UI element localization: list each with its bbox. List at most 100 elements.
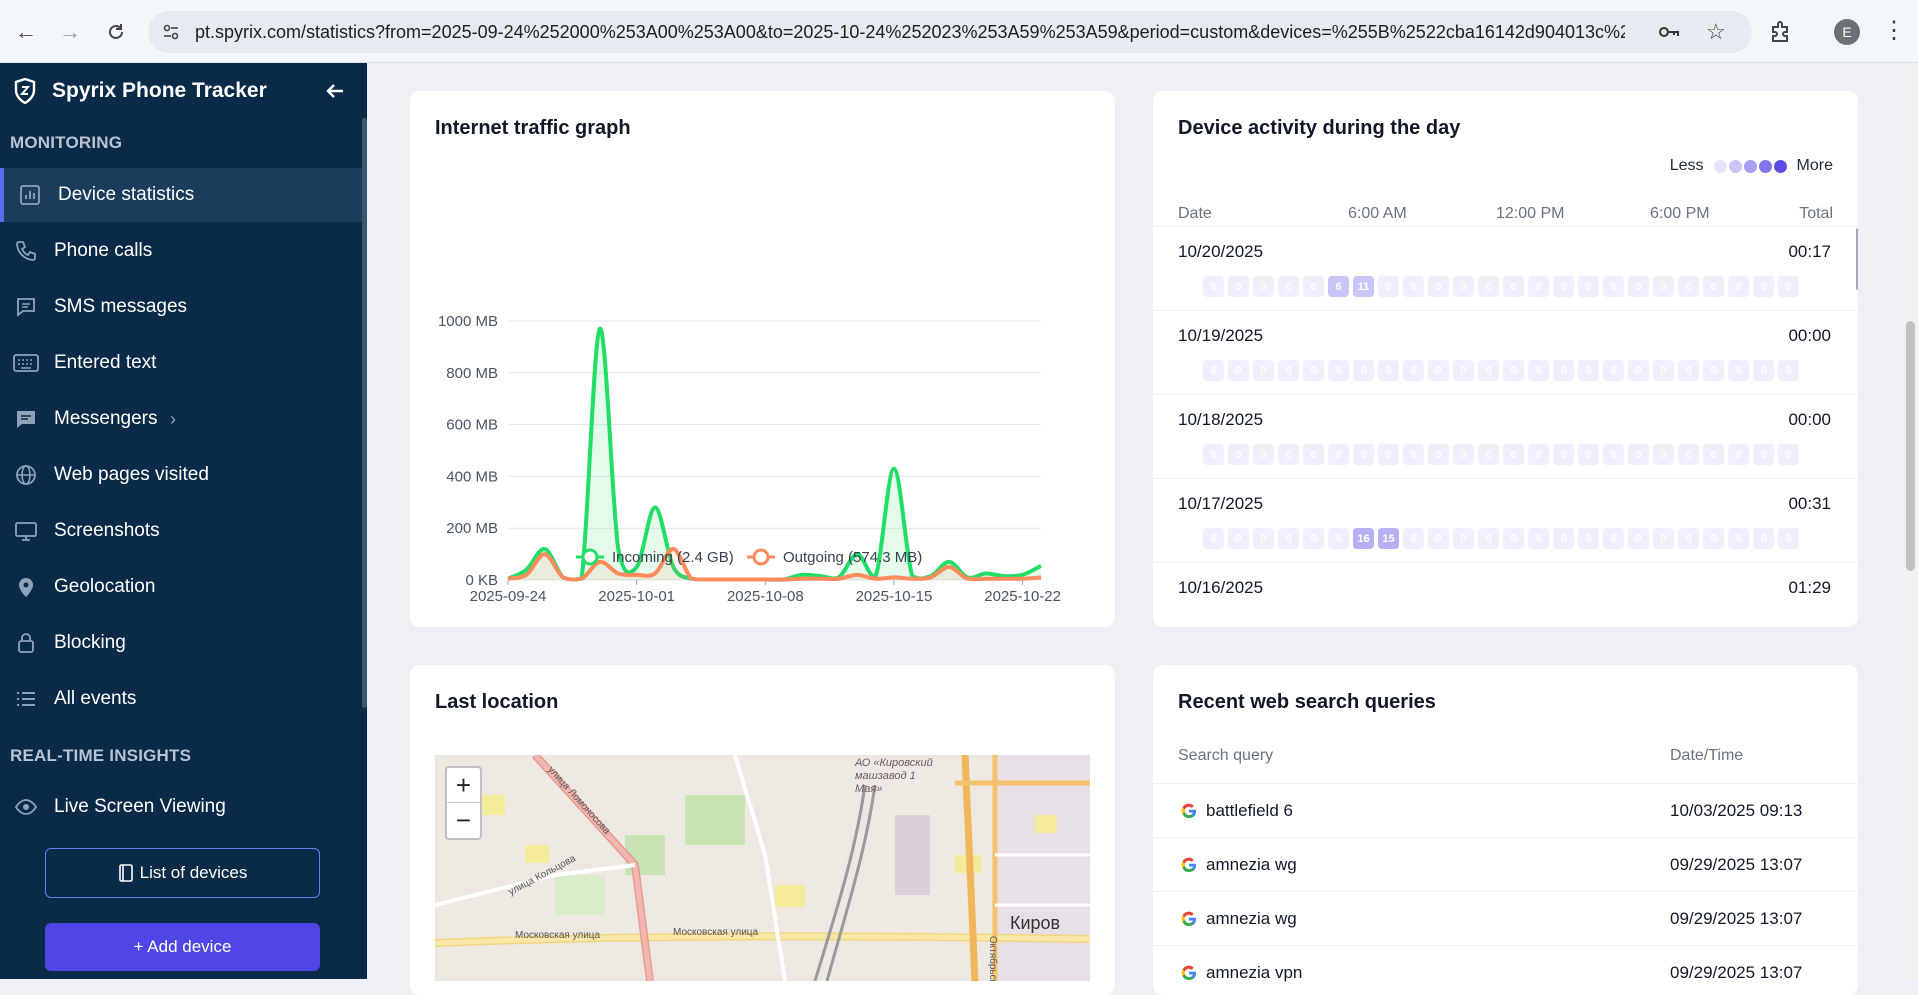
activity-cell[interactable]: 0 [1653,276,1674,297]
activity-cell[interactable]: 0 [1728,528,1749,549]
sidebar-item-live-screen[interactable]: Live Screen Viewing [0,780,364,834]
activity-cell[interactable]: 0 [1528,444,1549,465]
brand[interactable]: Spyrix Phone Tracker [14,76,267,106]
site-info-icon[interactable] [162,23,180,41]
activity-cell[interactable]: 0 [1778,444,1799,465]
activity-cell[interactable]: 0 [1678,360,1699,381]
activity-cell[interactable]: 0 [1453,276,1474,297]
sidebar-item-entered-text[interactable]: Entered text [0,336,364,390]
activity-cell[interactable]: 0 [1778,528,1799,549]
map[interactable]: улица Ломоносова АО «Кировский машзавод … [435,755,1090,981]
activity-cell[interactable]: 0 [1728,444,1749,465]
activity-cell[interactable]: 0 [1753,528,1774,549]
browser-menu-icon[interactable]: ⋮ [1882,17,1906,44]
activity-cell[interactable]: 0 [1553,528,1574,549]
zoom-in-button[interactable]: + [447,768,480,803]
activity-cell[interactable]: 0 [1728,360,1749,381]
sidebar-item-phone-calls[interactable]: Phone calls [0,224,364,278]
activity-cell[interactable]: 0 [1403,528,1424,549]
activity-cell[interactable]: 15 [1378,528,1399,549]
activity-cell[interactable]: 0 [1553,360,1574,381]
sidebar-item-blocking[interactable]: Blocking [0,616,364,670]
page-scroll-thumb[interactable] [1906,321,1915,571]
activity-cell[interactable]: 0 [1403,276,1424,297]
activity-cell[interactable]: 0 [1703,276,1724,297]
activity-cell[interactable]: 0 [1353,360,1374,381]
activity-cell[interactable]: 0 [1653,444,1674,465]
activity-cell[interactable]: 0 [1253,528,1274,549]
activity-cell[interactable]: 0 [1703,528,1724,549]
address-bar[interactable]: pt.spyrix.com/statistics?from=2025-09-24… [148,11,1752,53]
sidebar-item-sms-messages[interactable]: SMS messages [0,280,364,334]
activity-cell[interactable]: 0 [1253,360,1274,381]
sidebar-item-all-events[interactable]: All events [0,672,364,726]
sidebar-item-screenshots[interactable]: Screenshots [0,504,364,558]
activity-cell[interactable]: 0 [1503,444,1524,465]
activity-cell[interactable]: 0 [1303,444,1324,465]
url-text[interactable]: pt.spyrix.com/statistics?from=2025-09-24… [195,22,1625,42]
activity-cell[interactable]: 0 [1428,444,1449,465]
activity-cell[interactable]: 0 [1278,528,1299,549]
sidebar-item-device-statistics[interactable]: Device statistics [0,168,364,222]
profile-avatar[interactable]: E [1834,19,1860,45]
activity-cell[interactable]: 0 [1753,360,1774,381]
activity-cell[interactable]: 0 [1628,444,1649,465]
activity-cell[interactable]: 6 [1328,276,1349,297]
activity-cell[interactable]: 0 [1478,444,1499,465]
activity-cell[interactable]: 0 [1528,528,1549,549]
activity-cell[interactable]: 0 [1578,528,1599,549]
activity-cell[interactable]: 0 [1603,528,1624,549]
activity-cell[interactable]: 0 [1678,276,1699,297]
add-device-button[interactable]: + Add device [45,923,320,971]
activity-cell[interactable]: 0 [1253,444,1274,465]
password-key-icon[interactable] [1658,22,1680,42]
activity-cell[interactable]: 0 [1328,444,1349,465]
activity-cell[interactable]: 0 [1628,528,1649,549]
activity-cell[interactable]: 0 [1603,444,1624,465]
activity-cell[interactable]: 0 [1253,276,1274,297]
activity-cell[interactable]: 0 [1678,528,1699,549]
activity-cell[interactable]: 0 [1503,276,1524,297]
search-query[interactable]: battlefield 6 [1206,801,1293,820]
activity-cell[interactable]: 0 [1353,444,1374,465]
activity-cell[interactable]: 0 [1278,360,1299,381]
activity-cell[interactable]: 0 [1578,444,1599,465]
activity-cell[interactable]: 0 [1478,360,1499,381]
extensions-icon[interactable] [1768,18,1794,44]
activity-cell[interactable]: 0 [1428,528,1449,549]
activity-cell[interactable]: 0 [1578,360,1599,381]
page-scrollbar[interactable] [1903,63,1918,979]
activity-cell[interactable]: 0 [1228,360,1249,381]
activity-cell[interactable]: 0 [1578,276,1599,297]
activity-cell[interactable]: 0 [1553,444,1574,465]
activity-cell[interactable]: 0 [1228,276,1249,297]
activity-cell[interactable]: 0 [1478,528,1499,549]
activity-cell[interactable]: 0 [1303,276,1324,297]
activity-cell[interactable]: 0 [1203,360,1224,381]
activity-cell[interactable]: 0 [1428,360,1449,381]
activity-cell[interactable]: 0 [1628,276,1649,297]
reload-icon[interactable] [102,18,130,46]
activity-cell[interactable]: 0 [1753,444,1774,465]
activity-cell[interactable]: 0 [1628,360,1649,381]
activity-cell[interactable]: 0 [1603,360,1624,381]
activity-cell[interactable]: 0 [1603,276,1624,297]
zoom-out-button[interactable]: − [455,805,472,835]
activity-cell[interactable]: 0 [1203,444,1224,465]
activity-cell[interactable]: 0 [1778,360,1799,381]
activity-cell[interactable]: 11 [1353,276,1374,297]
activity-cell[interactable]: 0 [1728,276,1749,297]
search-query[interactable]: amnezia vpn [1206,963,1303,982]
table-row[interactable]: amnezia wg 09/29/2025 13:07 [1153,837,1858,891]
activity-cell[interactable]: 0 [1528,360,1549,381]
activity-cell[interactable]: 0 [1453,444,1474,465]
activity-cell[interactable]: 0 [1653,528,1674,549]
table-row[interactable]: amnezia wg 09/29/2025 13:07 [1153,891,1858,945]
activity-cell[interactable]: 0 [1328,360,1349,381]
activity-cell[interactable]: 0 [1203,276,1224,297]
activity-cell[interactable]: 0 [1378,276,1399,297]
activity-cell[interactable]: 0 [1678,444,1699,465]
search-query[interactable]: amnezia wg [1206,855,1297,874]
activity-cell[interactable]: 0 [1403,360,1424,381]
activity-cell[interactable]: 0 [1278,276,1299,297]
